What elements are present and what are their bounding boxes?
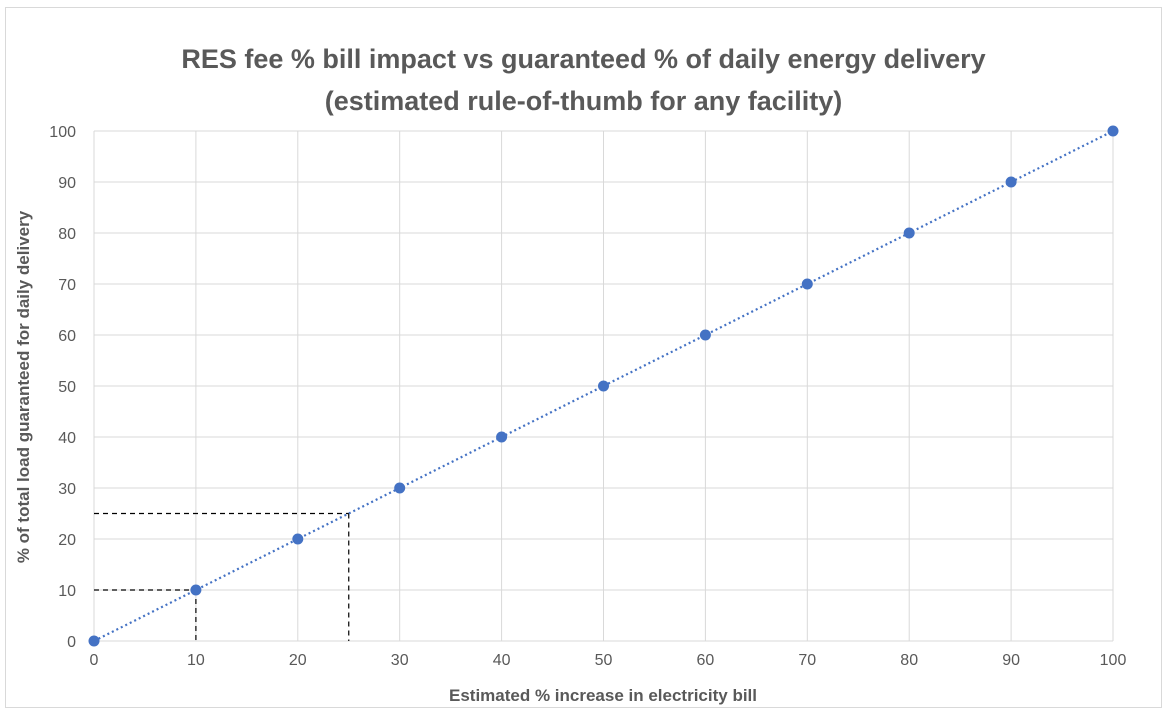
- data-points: [88, 125, 1119, 647]
- y-axis-title: % of total load guaranteed for daily del…: [14, 210, 33, 563]
- x-tick-label: 100: [1100, 652, 1127, 669]
- data-point: [699, 329, 711, 341]
- x-tick-label: 50: [595, 652, 613, 669]
- x-tick-label: 0: [90, 652, 99, 669]
- x-tick-label: 70: [798, 652, 816, 669]
- data-point: [190, 584, 202, 596]
- data-point: [801, 278, 813, 290]
- data-point: [903, 227, 915, 239]
- y-tick-label: 80: [58, 226, 76, 243]
- gridlines: [93, 130, 1114, 642]
- y-tick-label: 60: [58, 328, 76, 345]
- data-point: [1107, 125, 1119, 137]
- data-point: [88, 635, 100, 647]
- chart-title-line-1: RES fee % bill impact vs guaranteed % of…: [181, 44, 986, 74]
- y-tick-labels: 0 10 20 30 40 50 60 70 80 90 100: [49, 124, 76, 651]
- y-tick-label: 30: [58, 481, 76, 498]
- x-axis-title: Estimated % increase in electricity bill: [449, 686, 757, 705]
- y-tick-label: 50: [58, 379, 76, 396]
- y-tick-label: 100: [49, 124, 76, 141]
- x-tick-labels: 0 10 20 30 40 50 60 70 80 90 100: [90, 652, 1127, 669]
- y-tick-label: 70: [58, 277, 76, 294]
- y-tick-label: 40: [58, 430, 76, 447]
- data-point: [394, 482, 406, 494]
- x-tick-label: 90: [1002, 652, 1020, 669]
- y-tick-label: 0: [67, 634, 76, 651]
- x-tick-label: 40: [493, 652, 511, 669]
- data-point: [292, 533, 304, 545]
- y-tick-label: 10: [58, 583, 76, 600]
- y-tick-label: 20: [58, 532, 76, 549]
- x-tick-label: 60: [697, 652, 715, 669]
- data-point: [496, 431, 508, 443]
- x-tick-label: 20: [289, 652, 307, 669]
- y-tick-label: 90: [58, 175, 76, 192]
- x-tick-label: 30: [391, 652, 409, 669]
- x-tick-label: 80: [900, 652, 918, 669]
- x-tick-label: 10: [187, 652, 205, 669]
- chart-title-line-2: (estimated rule-of-thumb for any facilit…: [324, 86, 843, 116]
- data-point: [1005, 176, 1017, 188]
- data-point: [598, 380, 609, 392]
- reference-lines: [94, 512, 350, 641]
